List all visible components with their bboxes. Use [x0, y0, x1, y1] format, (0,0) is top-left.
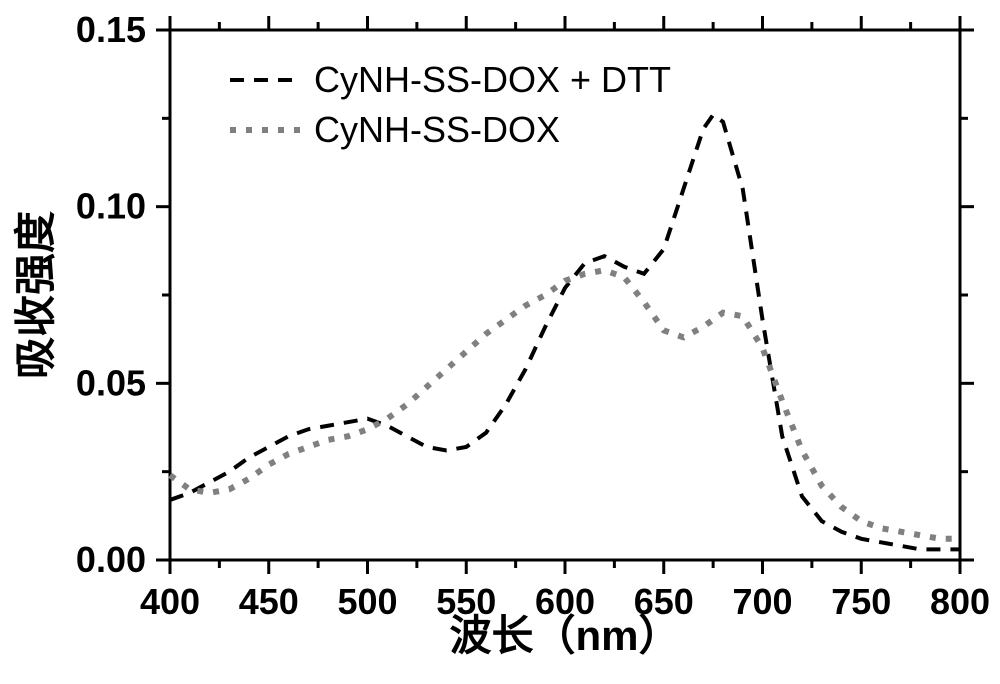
y-tick-label: 0.10 — [76, 186, 146, 227]
series-line — [170, 270, 960, 539]
series-line — [170, 115, 960, 550]
y-axis-label: 吸收强度 — [12, 211, 59, 379]
legend-label: CyNH-SS-DOX — [314, 109, 560, 150]
x-tick-label: 400 — [140, 581, 200, 622]
x-tick-label: 450 — [239, 581, 299, 622]
y-tick-label: 0.00 — [76, 539, 146, 580]
absorption-chart: 4004505005506006507007508000.000.050.100… — [0, 0, 1000, 684]
legend-label: CyNH-SS-DOX + DTT — [314, 59, 671, 100]
y-tick-label: 0.05 — [76, 362, 146, 403]
y-tick-label: 0.15 — [76, 9, 146, 50]
x-axis-label: 波长（nm） — [449, 612, 680, 659]
chart-svg: 4004505005506006507007508000.000.050.100… — [0, 0, 1000, 684]
x-tick-label: 800 — [930, 581, 990, 622]
x-tick-label: 750 — [831, 581, 891, 622]
x-tick-label: 500 — [337, 581, 397, 622]
x-tick-label: 700 — [732, 581, 792, 622]
